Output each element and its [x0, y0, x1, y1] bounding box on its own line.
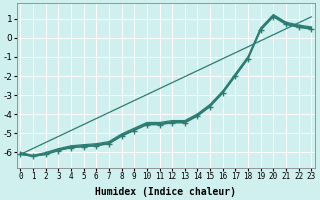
X-axis label: Humidex (Indice chaleur): Humidex (Indice chaleur): [95, 186, 236, 197]
